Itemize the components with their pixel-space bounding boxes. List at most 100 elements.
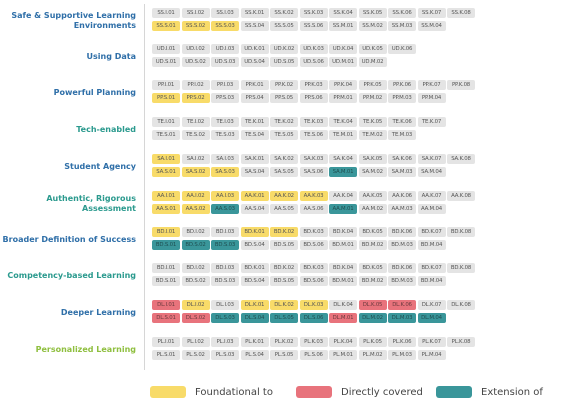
- standard-chip: PL.M.02: [358, 350, 387, 360]
- standard-chip: DL.K.06: [388, 300, 416, 310]
- standard-chip: SS.K.03: [299, 8, 328, 18]
- standard-chip: PP.K.07: [417, 80, 446, 90]
- standard-chip: PP.S.03: [211, 93, 239, 103]
- standard-chip: BD.K.04: [329, 227, 357, 237]
- standard-chip: SS.S.06: [299, 21, 328, 31]
- standard-chip: BD.S.06: [299, 240, 328, 250]
- standard-chip: PL.S.03: [211, 350, 239, 360]
- standard-chip: PL.S.05: [270, 350, 298, 360]
- standard-chip: BD.M.01: [329, 276, 357, 286]
- standard-chip: SS.S.02: [181, 21, 210, 31]
- legend-label-foundational: Foundational to: [195, 386, 273, 398]
- standard-chip: SS.S.04: [240, 21, 269, 31]
- standard-chip: PL.S.06: [299, 350, 328, 360]
- standard-chip: UD.K.06: [388, 44, 416, 54]
- standard-chip: SA.S.06: [299, 167, 328, 177]
- standard-chip: BD.K.02: [270, 263, 298, 273]
- standard-chip: DL.I.02: [181, 300, 210, 310]
- standard-chip: PL.M.04: [417, 350, 446, 360]
- standard-chip: UD.K.02: [270, 44, 298, 54]
- standard-chip: BD.K.03: [299, 227, 328, 237]
- standard-chip: TE.S.04: [240, 130, 269, 140]
- standard-chip: PL.K.04: [329, 337, 357, 347]
- standard-chip: SA.K.01: [240, 154, 269, 164]
- standard-chip: AA.S.05: [270, 204, 298, 214]
- standard-chip: PL.I.01: [152, 337, 180, 347]
- legend-label-extension: Extension of: [481, 386, 543, 398]
- standard-chip: SS.K.07: [417, 8, 446, 18]
- standard-chip: AA.K.07: [417, 191, 446, 201]
- standard-chip: PP.M.01: [329, 93, 357, 103]
- standard-chip: SA.K.07: [417, 154, 446, 164]
- standard-chip: DL.S.02: [181, 313, 210, 323]
- legend-swatch-directly-covered: [296, 386, 332, 398]
- standard-chip: AA.K.04: [329, 191, 357, 201]
- standard-chip: BD.M.03: [388, 276, 416, 286]
- standard-chip: BD.M.03: [388, 240, 416, 250]
- legend-swatch-foundational: [150, 386, 186, 398]
- standard-chip: PL.K.05: [358, 337, 387, 347]
- standard-chip: TE.S.05: [270, 130, 298, 140]
- legend-swatch-extension: [436, 386, 472, 398]
- standard-chip: DL.I.01: [152, 300, 180, 310]
- category-label: Personalized Learning: [35, 345, 136, 354]
- standard-chip: SA.K.06: [388, 154, 416, 164]
- standard-chip: SA.I.03: [211, 154, 239, 164]
- standard-chip: BD.K.04: [329, 263, 357, 273]
- standard-chip: TE.K.05: [358, 117, 387, 127]
- standard-chip: UD.S.03: [211, 57, 239, 67]
- standard-chip: SA.M.01: [329, 167, 357, 177]
- standard-chip: PP.K.05: [358, 80, 387, 90]
- standard-chip: BD.I.03: [211, 263, 239, 273]
- standard-chip: BD.K.08: [447, 227, 475, 237]
- standard-chip: PL.S.01: [152, 350, 180, 360]
- standard-chip: BD.S.05: [270, 240, 298, 250]
- standard-chip: PL.M.03: [388, 350, 416, 360]
- standard-chip: DL.K.03: [299, 300, 328, 310]
- standard-chip: TE.K.07: [417, 117, 446, 127]
- standard-chip: DL.K.07: [417, 300, 446, 310]
- standard-chip: PL.K.06: [388, 337, 416, 347]
- standard-chip: TE.M.01: [329, 130, 357, 140]
- standard-chip: PP.S.05: [270, 93, 298, 103]
- standard-chip: DL.K.02: [270, 300, 298, 310]
- standard-chip: BD.K.06: [388, 263, 416, 273]
- standard-chip: AA.K.01: [240, 191, 269, 201]
- standard-chip: TE.I.03: [211, 117, 239, 127]
- standard-chip: DL.K.04: [329, 300, 357, 310]
- standard-chip: BD.K.06: [388, 227, 416, 237]
- standard-chip: AA.M.03: [388, 204, 416, 214]
- category-label: Student Agency: [64, 162, 136, 171]
- standard-chip: AA.K.03: [299, 191, 328, 201]
- standard-chip: SS.K.08: [447, 8, 475, 18]
- standard-chip: PL.K.01: [240, 337, 269, 347]
- standard-chip: UD.S.06: [299, 57, 328, 67]
- standard-chip: TE.I.02: [181, 117, 210, 127]
- standard-chip: TE.I.01: [152, 117, 180, 127]
- standard-chip: PL.K.07: [417, 337, 446, 347]
- standard-chip: SA.K.02: [270, 154, 298, 164]
- standard-chip: PP.S.02: [181, 93, 210, 103]
- standard-chip: BD.K.07: [417, 227, 446, 237]
- standard-chip: DL.S.01: [152, 313, 180, 323]
- standard-chip: UD.S.04: [240, 57, 269, 67]
- standard-chip: BD.S.05: [270, 276, 298, 286]
- standard-chip: SA.S.02: [181, 167, 210, 177]
- standard-chip: AA.M.02: [358, 204, 387, 214]
- legend-foundational: Foundational to: [150, 385, 273, 399]
- standard-chip: PP.I.03: [211, 80, 239, 90]
- standard-chip: PP.K.04: [329, 80, 357, 90]
- standard-chip: SA.M.02: [358, 167, 387, 177]
- category-label: Competency-based Learning: [7, 271, 136, 280]
- category-label: Authentic, Rigorous Assessment: [46, 194, 136, 213]
- category-label: Using Data: [86, 52, 136, 61]
- legend-label-directly-covered: Directly covered: [341, 386, 423, 398]
- standard-chip: PL.I.03: [211, 337, 239, 347]
- standard-chip: BD.M.02: [358, 276, 387, 286]
- standard-chip: BD.K.07: [417, 263, 446, 273]
- standard-chip: DL.M.01: [329, 313, 357, 323]
- standard-chip: BD.S.01: [152, 276, 180, 286]
- standard-chip: UD.K.03: [299, 44, 328, 54]
- category-label: Deeper Learning: [60, 308, 136, 317]
- standard-chip: DL.K.01: [240, 300, 269, 310]
